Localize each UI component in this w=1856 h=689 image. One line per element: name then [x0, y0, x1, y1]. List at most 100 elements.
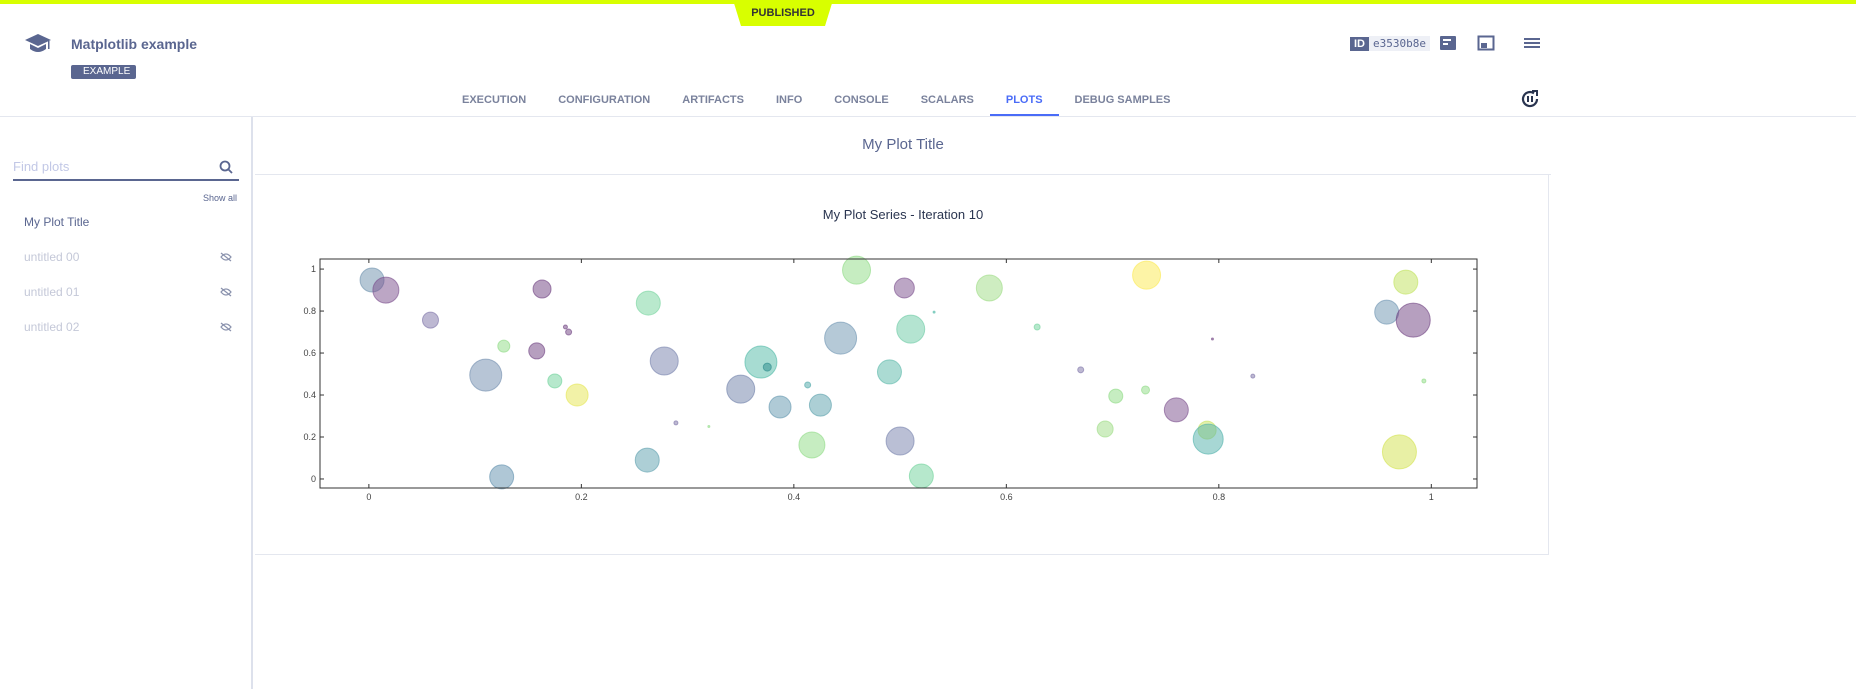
data-point — [726, 374, 756, 404]
data-point — [532, 279, 552, 299]
data-point — [421, 311, 439, 329]
plot-list-item-label: untitled 01 — [24, 285, 80, 299]
data-point — [885, 426, 915, 456]
data-point — [1250, 373, 1256, 379]
data-point — [547, 373, 563, 389]
data-point — [1210, 337, 1214, 341]
data-point — [649, 346, 679, 376]
tab-info[interactable]: INFO — [776, 94, 803, 106]
tab-plots[interactable]: PLOTS — [989, 86, 1059, 116]
plot-list-item[interactable]: untitled 02 — [24, 320, 238, 334]
eye-off-icon[interactable] — [220, 322, 232, 332]
status-bar — [0, 0, 1856, 4]
x-tick-label: 0.6 — [1000, 492, 1013, 502]
data-point — [824, 321, 858, 355]
eye-off-icon[interactable] — [220, 252, 232, 262]
data-point — [562, 324, 568, 330]
data-point — [1077, 366, 1085, 374]
x-tick-label: 0.4 — [788, 492, 801, 502]
y-tick-label: 0.4 — [303, 390, 316, 400]
data-point — [1374, 299, 1400, 325]
auto-refresh-icon[interactable] — [1519, 88, 1541, 115]
tab-execution[interactable]: EXECUTION — [462, 94, 527, 106]
data-point — [372, 276, 400, 304]
graduation-cap-icon — [24, 32, 52, 61]
plot-frame — [319, 258, 1478, 489]
data-point — [469, 358, 503, 392]
plot-group-title: My Plot Title — [255, 117, 1551, 175]
layout-icon[interactable] — [1477, 35, 1495, 51]
search-input[interactable]: Find plots — [13, 157, 239, 181]
plot-list-item[interactable]: My Plot Title — [24, 215, 238, 229]
search-placeholder: Find plots — [13, 159, 70, 174]
id-label: ID — [1350, 36, 1369, 51]
data-point — [975, 274, 1003, 302]
data-point — [908, 463, 934, 489]
data-point — [565, 383, 589, 407]
details-icon[interactable] — [1439, 35, 1457, 51]
tab-configuration[interactable]: CONFIGURATION — [558, 94, 651, 106]
x-tick-label: 0 — [366, 492, 371, 502]
data-point — [798, 431, 826, 459]
y-tick-label: 0.8 — [303, 306, 316, 316]
data-point — [896, 314, 926, 344]
data-point — [768, 395, 792, 419]
id-value: e3530b8e — [1369, 36, 1430, 51]
data-point — [528, 342, 546, 360]
y-tick-label: 0 — [311, 474, 316, 484]
data-point — [1192, 423, 1224, 455]
task-title: Matplotlib example — [71, 36, 198, 52]
data-point — [673, 420, 679, 426]
tab-bar: EXECUTION CONFIGURATION ARTIFACTS INFO C… — [446, 86, 1187, 116]
data-point — [489, 464, 515, 490]
y-tick-label: 0.6 — [303, 348, 316, 358]
data-point — [893, 277, 915, 299]
data-point — [1393, 269, 1419, 295]
tab-scalars[interactable]: SCALARS — [920, 94, 974, 106]
tab-console[interactable]: CONSOLE — [834, 94, 889, 106]
sidebar: Find plots Show all My Plot Title untitl… — [0, 117, 253, 689]
divider — [0, 116, 1856, 117]
menu-icon[interactable] — [1523, 35, 1541, 51]
tag-badge[interactable]: EXAMPLE — [71, 65, 137, 79]
data-point — [1421, 378, 1427, 384]
data-point — [1132, 260, 1162, 290]
data-point — [635, 290, 661, 316]
y-tick-label: 1 — [311, 264, 316, 274]
data-point — [1395, 302, 1431, 338]
x-tick-label: 1 — [1429, 492, 1434, 502]
tab-debug-samples[interactable]: DEBUG SAMPLES — [1074, 94, 1171, 106]
data-point — [842, 255, 872, 285]
plot-list-item[interactable]: untitled 01 — [24, 285, 238, 299]
data-point — [634, 447, 660, 473]
search-icon[interactable] — [219, 160, 233, 174]
tab-artifacts[interactable]: ARTIFACTS — [682, 94, 744, 106]
id-badge[interactable]: ID e3530b8e — [1350, 36, 1430, 51]
chart-title: My Plot Series - Iteration 10 — [822, 207, 984, 222]
data-point — [804, 381, 812, 389]
data-point — [1108, 388, 1124, 404]
data-point — [744, 345, 778, 379]
show-all-link[interactable]: Show all — [202, 193, 237, 203]
plot-list-item-label: untitled 02 — [24, 320, 80, 334]
data-point — [932, 310, 936, 314]
y-tick-label: 0.2 — [303, 432, 316, 442]
plot-list-item-label: My Plot Title — [24, 215, 90, 229]
data-point — [1163, 397, 1189, 423]
data-point — [565, 328, 573, 336]
plot-list-item[interactable]: untitled 00 — [24, 250, 238, 264]
x-tick-label: 0.8 — [1213, 492, 1226, 502]
eye-off-icon[interactable] — [220, 287, 232, 297]
data-point — [1381, 434, 1417, 470]
data-point — [497, 339, 511, 353]
plot-panel — [255, 175, 1549, 555]
data-point — [1141, 385, 1151, 395]
data-point — [762, 362, 772, 372]
x-tick-label: 0.2 — [575, 492, 588, 502]
data-point — [808, 393, 832, 417]
data-point — [1096, 420, 1114, 438]
data-point — [707, 424, 711, 428]
plot-list-item-label: untitled 00 — [24, 250, 80, 264]
data-point — [876, 359, 902, 385]
